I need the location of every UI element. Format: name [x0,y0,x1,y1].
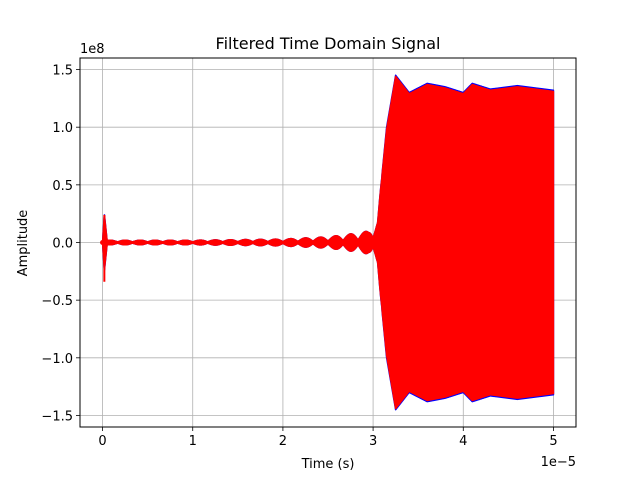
chart-title: Filtered Time Domain Signal [216,34,441,53]
y-axis-label: Amplitude [16,210,31,277]
x-tick-label: 0 [98,434,106,449]
x-tick-label: 5 [549,434,557,449]
x-tick-label: 2 [279,434,287,449]
x-tick-label: 1 [189,434,197,449]
x-tick-label: 3 [369,434,377,449]
y-tick-label: −0.5 [41,294,73,309]
y-tick-label: 0.0 [52,237,73,252]
x-axis-label: Time (s) [301,457,355,472]
series-layer [100,74,555,411]
origin-marker [100,240,106,245]
y-exponent-label: 1e8 [80,42,105,57]
y-tick-label: 0.5 [52,179,73,194]
y-tick-label: −1.5 [41,409,73,424]
x-tick-label: 4 [459,434,467,449]
y-tick-label: −1.0 [41,352,73,367]
x-exponent-label: 1e−5 [541,455,576,470]
y-tick-label: 1.0 [52,121,73,136]
y-axis: −1.5 −1.0 −0.5 0.0 0.5 1.0 1.5 [41,64,80,424]
y-tick-label: 1.5 [52,64,73,79]
x-axis: 0 1 2 3 4 5 [98,427,558,449]
